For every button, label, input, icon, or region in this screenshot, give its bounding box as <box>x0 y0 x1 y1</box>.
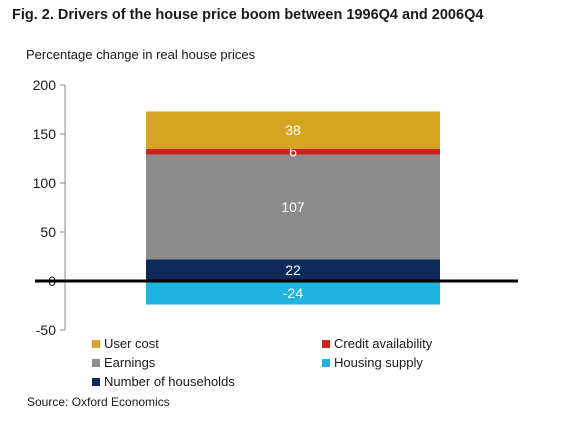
bar-segment-housing-supply <box>146 281 440 305</box>
bar-segment-user-cost <box>146 111 440 149</box>
y-tick-label: 50 <box>40 224 56 240</box>
data-label: 22 <box>285 262 301 278</box>
chart-title: Fig. 2. Drivers of the house price boom … <box>12 7 484 23</box>
data-label: 6 <box>289 144 297 160</box>
data-label: 38 <box>285 122 301 138</box>
y-tick-label: 100 <box>33 175 57 191</box>
source-note: Source: Oxford Economics <box>27 395 170 409</box>
bar-segment-credit-availability <box>146 148 440 155</box>
bar-segment-number-of-households <box>146 259 440 281</box>
bar-segment-earnings <box>146 154 440 260</box>
y-tick-label: 150 <box>33 126 57 142</box>
y-axis-label: Percentage change in real house prices <box>26 47 256 62</box>
data-label: -24 <box>283 285 303 301</box>
y-tick-label: 200 <box>33 77 57 93</box>
y-tick-label: -50 <box>36 322 56 338</box>
data-label: 107 <box>281 199 305 215</box>
